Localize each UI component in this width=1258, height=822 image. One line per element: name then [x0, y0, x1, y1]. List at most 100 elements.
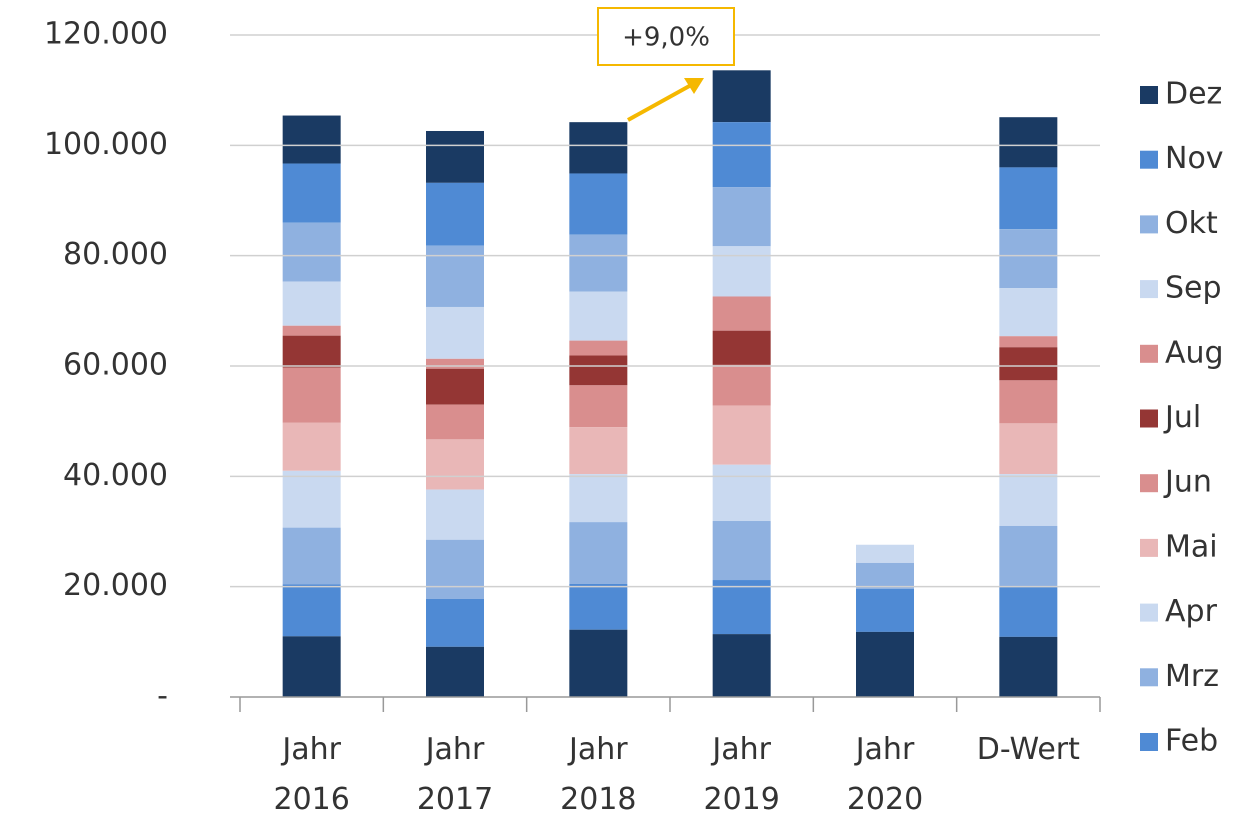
legend-swatch: [1140, 603, 1158, 622]
bar-segment: [569, 427, 628, 475]
bar-segment: [426, 646, 484, 697]
bar-segment: [569, 173, 628, 235]
bar-segment: [712, 521, 771, 581]
annotation-arrow: [627, 82, 694, 122]
x-tick-label: Jahr 2018: [560, 732, 636, 817]
bar-segment: [999, 167, 1058, 230]
bar-segment: [569, 122, 628, 174]
bar-segment: [569, 385, 628, 428]
bar-segment: [712, 634, 771, 697]
bar-segment: [712, 364, 771, 406]
bar-segment: [712, 187, 771, 247]
legend-label: Dez: [1165, 77, 1222, 112]
x-tick-line: Jahr: [854, 732, 915, 767]
bar-segment: [426, 368, 484, 405]
x-tick-line: Jahr: [280, 732, 341, 767]
x-tick-label: Jahr 2019: [703, 732, 779, 817]
bar-segment: [426, 306, 484, 359]
bar-segment: [712, 70, 771, 123]
y-tick-label: 80.000: [63, 237, 168, 272]
bar-segment: [856, 562, 914, 589]
bar-segment: [999, 380, 1058, 424]
bar-segment: [999, 423, 1058, 475]
x-tick-label: Jahr 2017: [417, 732, 493, 817]
bar-segment: [282, 335, 341, 368]
bar-segment: [426, 182, 484, 246]
bar-segment: [712, 246, 771, 297]
legend-label: Feb: [1165, 724, 1218, 759]
legend-swatch: [1140, 668, 1158, 687]
legend-label: Aug: [1165, 335, 1224, 370]
bar-segment: [282, 584, 341, 637]
y-tick-label: -: [157, 679, 168, 714]
x-tick-label: Jahr 2020: [847, 732, 923, 817]
annotation-box: [597, 7, 735, 66]
y-tick-label: 60.000: [63, 348, 168, 383]
legend-label: Mai: [1165, 529, 1218, 564]
bar-segment: [999, 117, 1058, 168]
bar-segment: [712, 580, 771, 635]
legend-label: Jul: [1163, 400, 1201, 435]
legend-swatch: [1140, 215, 1158, 234]
legend-label: Okt: [1165, 206, 1218, 241]
x-tick-label: Jahr 2016: [273, 732, 349, 817]
x-tick-line: 2016: [273, 782, 349, 817]
bar-segment: [999, 586, 1058, 637]
bar-segment: [282, 422, 341, 471]
x-tick-line: Jahr: [424, 732, 485, 767]
bar-segment: [712, 122, 771, 188]
bar-segment: [712, 296, 771, 331]
x-tick-line: 2017: [417, 782, 493, 817]
bar-segment: [282, 222, 341, 282]
bar-segment: [856, 544, 914, 563]
bar-segment: [712, 330, 771, 365]
bar-segment: [426, 489, 484, 540]
bar-segment: [999, 474, 1058, 526]
x-tick-line: Jahr: [567, 732, 628, 767]
annotation-arrowhead: [684, 78, 704, 94]
y-tick-label: 40.000: [63, 458, 168, 493]
bar-segment: [569, 583, 628, 630]
bar-segment: [999, 636, 1058, 697]
legend-swatch: [1140, 344, 1158, 363]
legend-label: Jun: [1163, 465, 1212, 500]
bar-segment: [999, 525, 1058, 587]
bar-segment: [282, 115, 341, 164]
legend-swatch: [1140, 474, 1158, 493]
x-tick-line: D-Wert: [977, 732, 1080, 767]
legend-label: Nov: [1165, 141, 1224, 176]
bar-segment: [426, 404, 484, 440]
legend-swatch: [1140, 409, 1158, 428]
bar-segment: [569, 474, 628, 523]
bar-segment: [712, 405, 771, 465]
x-tick-label: D-Wert: [977, 732, 1080, 767]
bar-segment: [282, 367, 341, 423]
x-tick-line: 2018: [560, 782, 636, 817]
bar-segment: [282, 636, 341, 697]
bar-segment: [569, 629, 628, 697]
bar-segment: [999, 288, 1058, 337]
y-tick-label: 100.000: [44, 127, 168, 162]
bar-segment: [999, 347, 1058, 381]
legend-label: Sep: [1165, 271, 1222, 306]
y-tick-label: 120.000: [44, 17, 168, 52]
legend-swatch: [1140, 150, 1158, 169]
bar-segment: [426, 358, 484, 369]
legend-label: Apr: [1165, 594, 1218, 629]
bar-segment: [569, 355, 628, 386]
bar-segment: [282, 163, 341, 223]
legend-label: Mrz: [1165, 659, 1219, 694]
bar-segment: [282, 281, 341, 326]
legend-swatch: [1140, 86, 1158, 104]
x-tick-line: Jahr: [710, 732, 771, 767]
legend-swatch: [1140, 280, 1158, 299]
annotation: +9,0%: [622, 23, 710, 53]
bar-segment: [999, 229, 1058, 289]
legend-swatch: [1140, 733, 1158, 751]
bar-segment: [999, 336, 1058, 348]
bar-segment: [282, 325, 341, 336]
bar-segment: [569, 522, 628, 584]
bar-segment: [569, 234, 628, 292]
bar-segment: [569, 340, 628, 356]
